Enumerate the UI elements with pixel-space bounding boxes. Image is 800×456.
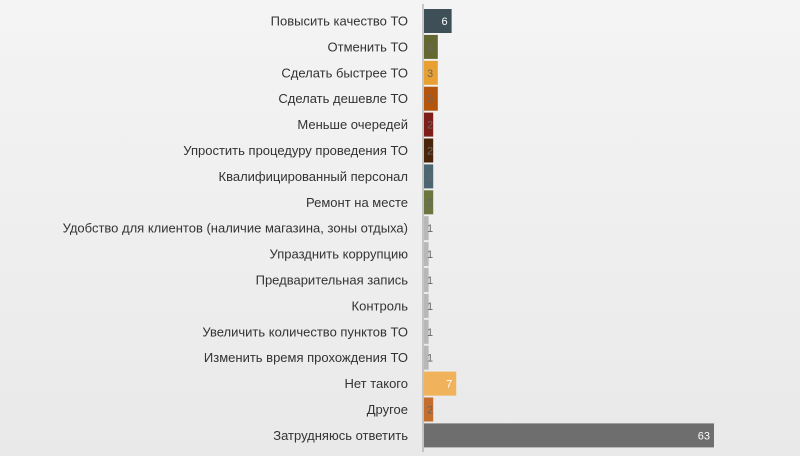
data-label: 2	[427, 405, 433, 417]
category-label: Контроль	[352, 298, 409, 313]
category-label: Меньше очередей	[297, 117, 408, 132]
bar	[424, 112, 434, 137]
data-label: 7	[446, 379, 452, 391]
category-label: Затрудняюсь ответить	[273, 428, 408, 443]
data-label: 3	[427, 42, 433, 54]
data-label: 2	[427, 171, 433, 183]
category-label: Удобство для клиентов (наличие магазина,…	[63, 221, 408, 236]
bar	[424, 397, 434, 422]
bar	[424, 345, 429, 370]
data-label: 2	[427, 197, 433, 209]
data-label: 2	[427, 146, 433, 158]
category-label: Ремонт на месте	[306, 195, 408, 210]
category-label: Квалифицированный персонал	[219, 169, 408, 184]
bar	[424, 371, 457, 396]
category-label: Предварительная запись	[256, 273, 409, 288]
data-label: 2	[427, 120, 433, 132]
category-label: Изменить время прохождения ТО	[204, 350, 408, 365]
data-label: 1	[427, 353, 433, 365]
bar	[424, 9, 452, 33]
bar	[424, 34, 438, 59]
data-label: 3	[427, 68, 433, 80]
bar	[424, 60, 438, 85]
category-label: Упразднить коррупцию	[270, 247, 409, 262]
category-label: Нет такого	[344, 376, 408, 391]
bar	[424, 293, 429, 318]
category-label: Сделать быстрее ТО	[281, 65, 408, 80]
data-label: 63	[698, 430, 710, 442]
category-label: Увеличить количество пунктов ТО	[202, 324, 408, 339]
category-label: Упростить процедуру проведения ТО	[183, 143, 408, 158]
bar	[424, 190, 434, 215]
bar	[424, 319, 429, 344]
bar	[424, 164, 434, 189]
bar	[424, 423, 714, 448]
bar	[424, 216, 429, 241]
data-label: 1	[427, 301, 433, 313]
category-label: Другое	[367, 402, 408, 417]
category-label: Сделать дешевле ТО	[278, 91, 408, 106]
bar	[424, 86, 438, 111]
data-label: 1	[427, 249, 433, 261]
data-label: 3	[427, 94, 433, 106]
data-label: 1	[427, 275, 433, 287]
data-label: 1	[427, 327, 433, 339]
data-label: 6	[441, 16, 447, 28]
bar	[424, 138, 434, 163]
data-label: 1	[427, 223, 433, 235]
bar	[424, 268, 429, 292]
bar	[424, 242, 429, 267]
category-label: Отменить ТО	[328, 39, 408, 54]
category-label: Повысить качество ТО	[271, 14, 408, 29]
